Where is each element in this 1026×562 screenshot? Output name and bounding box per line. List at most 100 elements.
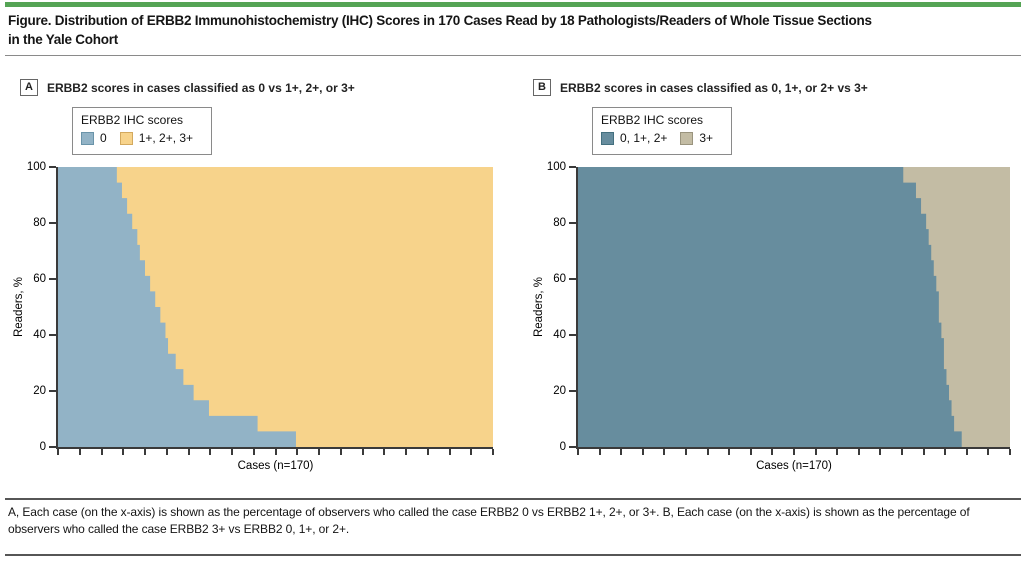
- x-tick: [620, 449, 623, 455]
- x-tick: [122, 449, 125, 455]
- x-tick: [318, 449, 320, 455]
- y-tick: [569, 166, 576, 168]
- x-tick: [857, 449, 860, 455]
- legend-a-items: 0 1+, 2+, 3+: [81, 131, 203, 145]
- panel-a-chart: Readers, % Cases (n=170) 0 20 40 60 80 100: [13, 161, 494, 472]
- x-tick: [922, 449, 925, 455]
- x-tick: [492, 449, 494, 455]
- x-tick: [598, 449, 601, 455]
- y-tick-label: 0: [39, 441, 46, 453]
- y-tick-label: 20: [553, 385, 566, 397]
- x-tick: [706, 449, 709, 455]
- title-divider: [5, 55, 1021, 56]
- y-tick-label: 80: [553, 217, 566, 229]
- x-tick: [793, 449, 795, 455]
- legend-b-label-score012: 0, 1+, 2+: [620, 131, 668, 145]
- x-tick: [901, 449, 903, 455]
- figure-caption: A, Each case (on the x-axis) is shown as…: [8, 505, 970, 536]
- x-tick: [361, 449, 364, 455]
- x-tick: [965, 449, 968, 455]
- x-tick: [426, 449, 429, 455]
- panel-a-x-axis-label: Cases (n=170): [237, 460, 314, 472]
- x-tick: [641, 449, 644, 455]
- x-tick: [814, 449, 817, 455]
- figure-title-line2: in the Yale Cohort: [8, 32, 119, 47]
- legend-b: ERBB2 IHC scores 0, 1+, 2+ 3+: [592, 107, 732, 155]
- x-tick: [339, 449, 342, 455]
- panel-a-title: ERBB2 scores in cases classified as 0 vs…: [46, 80, 355, 95]
- caption-divider-top: [5, 498, 1021, 500]
- x-tick: [100, 449, 103, 455]
- y-tick-label: 60: [553, 273, 566, 285]
- x-tick: [144, 449, 146, 455]
- y-tick-label: 20: [33, 385, 46, 397]
- x-tick: [663, 449, 666, 455]
- x-tick: [577, 449, 579, 455]
- x-tick: [296, 449, 299, 455]
- x-tick: [448, 449, 451, 455]
- y-tick-label: 80: [33, 217, 46, 229]
- y-tick: [49, 278, 56, 280]
- panel-b-x-axis-label: Cases (n=170): [756, 460, 832, 472]
- x-tick: [165, 449, 168, 455]
- x-tick: [209, 449, 212, 455]
- legend-b-title: ERBB2 IHC scores: [601, 113, 704, 127]
- legend-a: ERBB2 IHC scores 0 1+, 2+, 3+: [72, 107, 212, 155]
- x-tick: [728, 449, 731, 455]
- x-tick: [836, 449, 839, 455]
- y-tick: [49, 334, 56, 336]
- x-tick: [231, 449, 233, 455]
- y-tick: [49, 222, 56, 224]
- x-tick: [685, 449, 687, 455]
- y-tick: [569, 278, 576, 280]
- x-tick: [987, 449, 990, 455]
- panel-a-header: A ERBB2 scores in cases classified as 0 …: [20, 79, 355, 96]
- panel-b-header: B ERBB2 scores in cases classified as 0,…: [533, 79, 868, 96]
- y-tick-label: 40: [553, 329, 566, 341]
- legend-a-title: ERBB2 IHC scores: [81, 113, 184, 127]
- legend-b-label-score3: 3+: [699, 131, 714, 145]
- x-tick: [944, 449, 947, 455]
- figure-title-line1: Figure. Distribution of ERBB2 Immunohist…: [8, 13, 872, 28]
- x-tick: [383, 449, 386, 455]
- x-tick: [252, 449, 255, 455]
- y-tick: [569, 222, 576, 224]
- y-tick: [49, 166, 56, 168]
- panel-a-y-axis-label: Readers, %: [13, 276, 25, 338]
- x-tick: [274, 449, 277, 455]
- x-tick: [771, 449, 774, 455]
- y-tick: [569, 446, 576, 448]
- panel-b-y-axis-label: Readers, %: [533, 276, 545, 338]
- caption-divider-bottom: [5, 554, 1021, 556]
- y-tick-label: 100: [26, 161, 46, 173]
- legend-a-label-score123: 1+, 2+, 3+: [138, 131, 194, 145]
- legend-a-swatch-score0: [81, 131, 94, 145]
- y-tick: [569, 334, 576, 336]
- x-tick: [57, 449, 59, 455]
- legend-b-items: 0, 1+, 2+ 3+: [601, 131, 723, 145]
- x-tick: [879, 449, 882, 455]
- legend-a-label-score0: 0: [100, 131, 107, 145]
- x-tick: [187, 449, 190, 455]
- figure-title: Figure. Distribution of ERBB2 Immunohist…: [8, 11, 1008, 49]
- figure-header-bar: [5, 2, 1021, 7]
- y-tick-label: 0: [559, 441, 566, 453]
- x-tick: [749, 449, 752, 455]
- panel-a-letter: A: [20, 79, 38, 96]
- panel-b-letter: B: [533, 79, 551, 96]
- panel-b-chart: Readers, % Cases (n=170) 0 20 40 60 80 100: [533, 161, 1011, 472]
- x-tick: [405, 449, 407, 455]
- y-tick: [49, 446, 56, 448]
- x-tick: [78, 449, 81, 455]
- legend-b-swatch-score012: [601, 131, 614, 145]
- y-tick-label: 60: [33, 273, 46, 285]
- panel-b-title: ERBB2 scores in cases classified as 0, 1…: [559, 80, 868, 95]
- y-tick: [569, 390, 576, 392]
- y-tick-label: 100: [546, 161, 566, 173]
- y-tick: [49, 390, 56, 392]
- x-tick: [1009, 449, 1011, 455]
- legend-a-swatch-score123: [119, 131, 133, 145]
- legend-b-swatch-score3: [680, 131, 694, 145]
- y-tick-label: 40: [33, 329, 46, 341]
